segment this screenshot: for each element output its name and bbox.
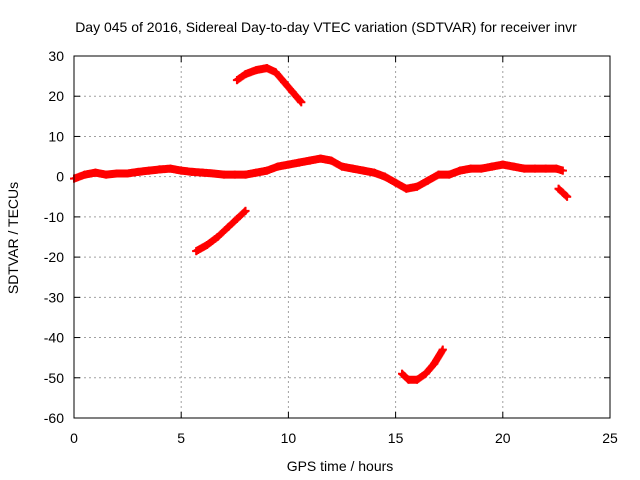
data-point [230, 170, 239, 179]
data-point [241, 170, 250, 179]
data-point [102, 170, 111, 179]
data-point [421, 369, 430, 378]
data-point [380, 172, 389, 181]
y-tick-label: -20 [44, 249, 64, 265]
x-tick-label: 15 [388, 430, 404, 446]
y-tick-label: 30 [48, 48, 64, 64]
series-markers [70, 154, 567, 193]
data-point [413, 182, 422, 191]
data-point [509, 162, 518, 171]
data-point [316, 154, 325, 163]
data-point [155, 165, 164, 174]
data-point [177, 166, 186, 175]
series-markers [192, 206, 250, 256]
data-point [541, 164, 550, 173]
data-point [554, 184, 563, 193]
grid-lines [73, 55, 611, 419]
data-point [224, 222, 233, 231]
data-point [213, 233, 222, 241]
data-point [434, 170, 443, 179]
data-point [241, 70, 250, 79]
data-point [398, 369, 407, 378]
y-tick-label: -50 [44, 370, 64, 386]
y-tick-label: 10 [48, 128, 64, 144]
data-point [273, 162, 282, 171]
y-axis-label: SDTVAR / TECUs [5, 182, 21, 294]
data-point [563, 192, 572, 201]
data-point [413, 375, 422, 384]
data-point [145, 166, 154, 175]
y-tick-label: -30 [44, 289, 64, 305]
chart-title: Day 045 of 2016, Sidereal Day-to-day VTE… [75, 19, 577, 35]
data-point [359, 166, 368, 175]
data-point [423, 176, 432, 185]
y-tick-label: -10 [44, 209, 64, 225]
data-point [438, 345, 447, 354]
data-point [445, 170, 454, 179]
data-point [498, 160, 507, 169]
data-point [232, 214, 241, 223]
data-point [209, 169, 218, 178]
data-point [232, 76, 241, 85]
data-point [391, 178, 400, 187]
data-point [262, 64, 271, 73]
data-point [488, 162, 497, 171]
data-point [348, 164, 357, 173]
data-point [123, 169, 132, 178]
x-tick-label: 25 [602, 430, 618, 446]
data-point [192, 247, 201, 256]
y-tick-label: 20 [48, 88, 64, 104]
plot-frame [73, 55, 611, 419]
data-point [134, 167, 143, 176]
data-point [262, 166, 271, 175]
data-point [558, 188, 567, 197]
y-tick-label: -40 [44, 330, 64, 346]
data-point [166, 164, 175, 173]
data-point [112, 169, 121, 178]
x-tick-label: 0 [70, 430, 78, 446]
data-point [220, 170, 229, 179]
data-point [558, 166, 567, 175]
x-tick-label: 10 [281, 430, 297, 446]
data-point [370, 168, 379, 177]
data-markers [70, 64, 572, 384]
data-point [402, 184, 411, 193]
data-point [338, 162, 346, 171]
series-markers [232, 64, 306, 107]
data-point [404, 375, 413, 384]
y-tick-label: 0 [56, 169, 64, 185]
data-point [252, 66, 261, 75]
data-point [530, 164, 539, 173]
data-point [455, 166, 464, 175]
data-point [288, 88, 297, 97]
data-point [91, 168, 100, 177]
data-point [295, 158, 304, 167]
x-tick-label: 5 [177, 430, 185, 446]
data-point [430, 359, 439, 368]
data-point [271, 68, 280, 77]
data-point [241, 206, 250, 215]
data-point [80, 170, 89, 179]
data-point [297, 98, 306, 107]
data-point [305, 156, 314, 165]
data-point [252, 168, 261, 177]
data-point [477, 164, 486, 173]
data-point [520, 164, 529, 173]
data-point [280, 78, 289, 87]
y-tick-labels: -60 -50 -40 -30 -20 -10 0 10 20 30 [44, 48, 64, 426]
data-point [327, 156, 336, 165]
data-point [202, 241, 211, 250]
data-point [466, 164, 475, 173]
data-point [187, 167, 196, 176]
data-point [198, 168, 207, 177]
data-point [284, 160, 293, 169]
data-point [552, 164, 561, 173]
y-tick-label: -60 [44, 410, 64, 426]
x-tick-labels: 0 5 10 15 20 25 [70, 430, 618, 446]
x-tick-label: 20 [495, 430, 511, 446]
x-axis-label: GPS time / hours [287, 458, 394, 474]
